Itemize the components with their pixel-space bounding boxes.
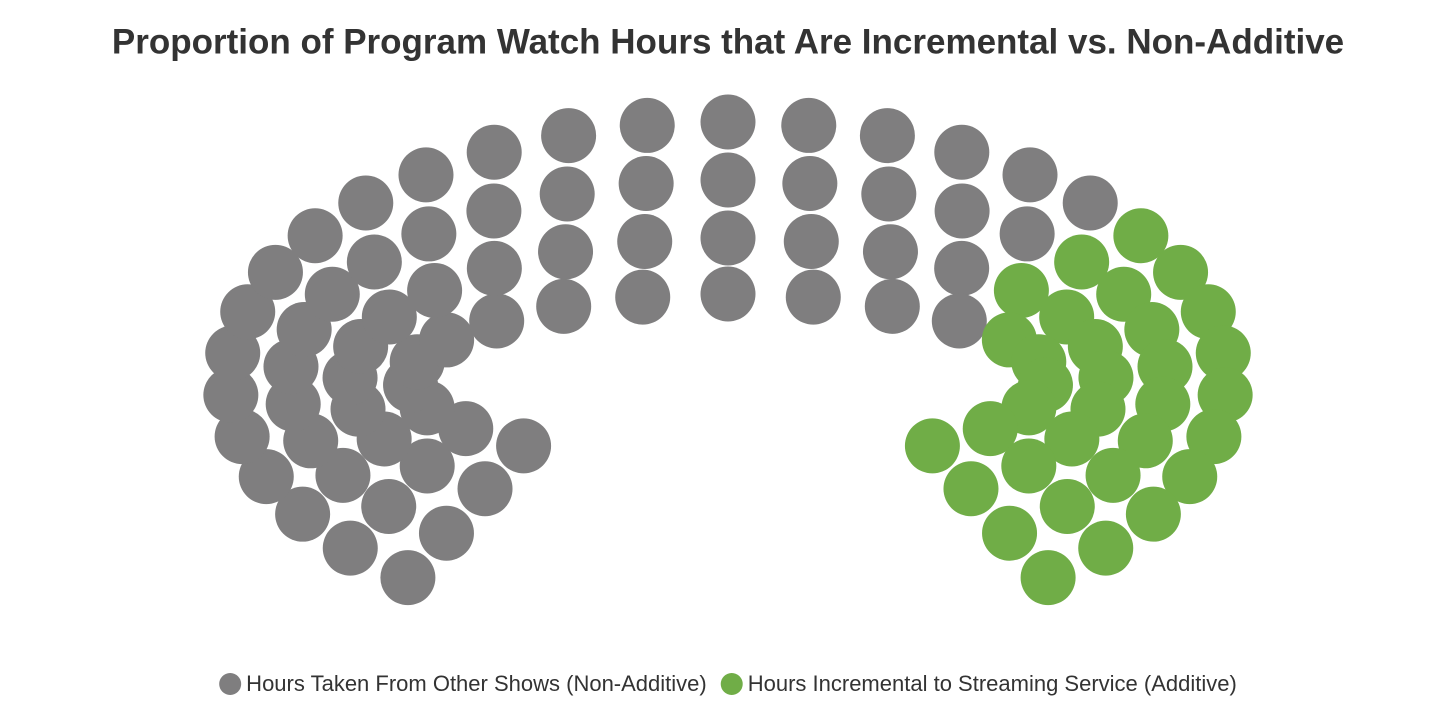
seat [864, 278, 920, 334]
seat [466, 183, 522, 239]
seat [238, 449, 294, 505]
seat [783, 213, 839, 269]
legend-marker [219, 673, 242, 695]
seat [700, 210, 756, 266]
seat [399, 438, 455, 494]
seat [700, 94, 756, 150]
seat [338, 175, 394, 231]
seat [1062, 175, 1118, 231]
seat [862, 224, 918, 280]
seat [782, 156, 838, 212]
seat [1117, 413, 1173, 469]
seat [1195, 325, 1251, 381]
seat [1197, 367, 1253, 423]
seat [287, 208, 343, 264]
seat [538, 224, 594, 280]
seat [419, 312, 475, 368]
seat [401, 206, 457, 262]
seat [275, 486, 331, 542]
seat [407, 262, 463, 318]
seat [380, 550, 436, 606]
seat [322, 520, 378, 576]
seat [205, 325, 261, 381]
seat [781, 97, 837, 153]
seat [1113, 208, 1169, 264]
seat [220, 284, 276, 340]
seat [1186, 409, 1242, 465]
seat [1180, 284, 1236, 340]
legend-label: Hours Incremental to Streaming Service (… [748, 671, 1237, 696]
seat [457, 461, 513, 517]
seat [619, 97, 675, 153]
seat [617, 213, 673, 269]
seat [859, 108, 915, 164]
seat [1001, 438, 1057, 494]
seat [700, 266, 756, 322]
seat [934, 124, 990, 180]
seat [1039, 478, 1095, 534]
seat [1085, 447, 1141, 503]
seat [785, 269, 841, 325]
legend-label: Hours Taken From Other Shows (Non-Additi… [246, 671, 707, 696]
legend: Hours Taken From Other Shows (Non-Additi… [219, 671, 1237, 696]
seat [203, 367, 259, 423]
chart-title: Proportion of Program Watch Hours that A… [112, 22, 1344, 61]
seat [962, 401, 1018, 457]
seat [1054, 234, 1110, 290]
seat [315, 447, 371, 503]
seat [943, 461, 999, 517]
seat [536, 278, 592, 334]
seat [214, 409, 270, 465]
seat [615, 269, 671, 325]
seat [934, 183, 990, 239]
seat [466, 240, 522, 296]
seat [539, 166, 595, 222]
seat [1020, 550, 1076, 606]
seat [496, 418, 552, 474]
seat [346, 234, 402, 290]
seat [618, 156, 674, 212]
seat [304, 266, 360, 322]
seat [541, 108, 597, 164]
seat [361, 478, 417, 534]
seat [931, 293, 987, 349]
legend-marker [720, 673, 743, 695]
seat [993, 262, 1049, 318]
seat [934, 240, 990, 296]
seat [361, 289, 417, 345]
seat [1153, 244, 1209, 300]
seat [466, 124, 522, 180]
seat [398, 147, 454, 203]
seat [1162, 449, 1218, 505]
seat [1078, 520, 1134, 576]
seat [469, 293, 525, 349]
seat [247, 244, 303, 300]
seat [700, 152, 756, 208]
seat [1044, 411, 1100, 467]
seat [1125, 486, 1181, 542]
seat [999, 206, 1055, 262]
seat [982, 505, 1038, 561]
seat [861, 166, 917, 222]
seat [418, 505, 474, 561]
seat [1002, 147, 1058, 203]
seat [904, 418, 960, 474]
